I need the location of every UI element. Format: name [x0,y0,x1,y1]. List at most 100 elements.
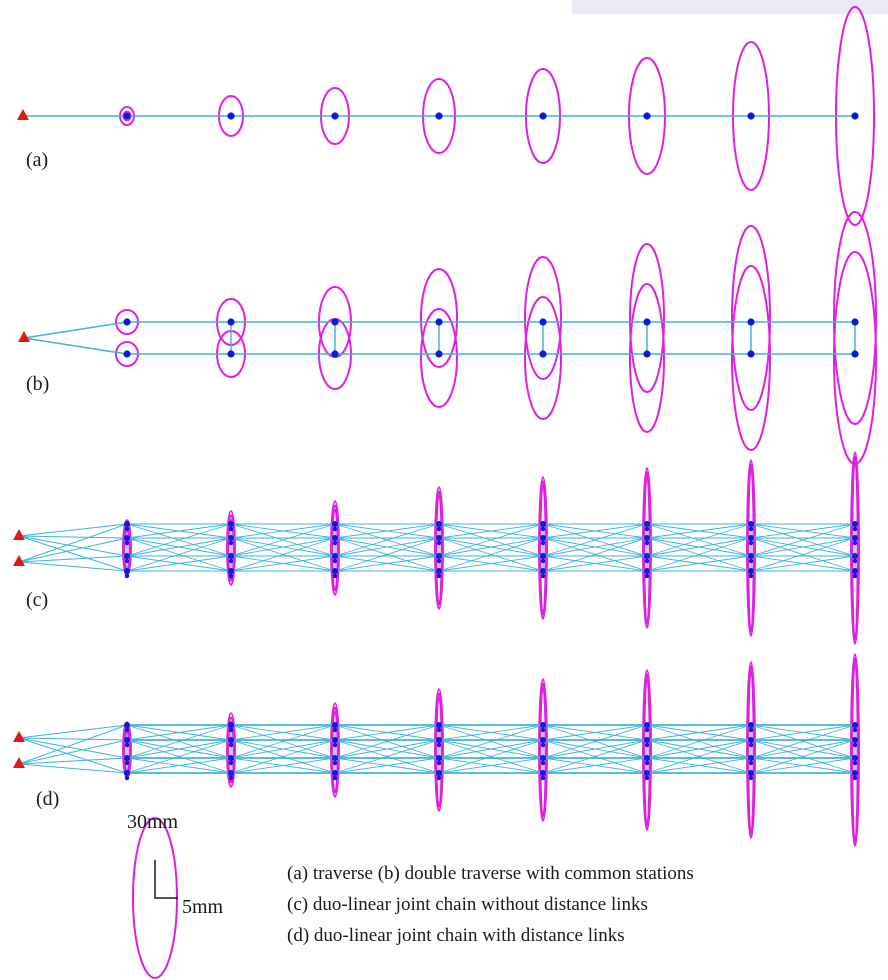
error-ellipse-icon [524,296,562,420]
station-icon [332,760,338,766]
station-icon [748,540,754,546]
legend: (a) traverse (b) double traverse with co… [287,863,694,946]
station-icon [436,755,442,761]
cross-link-line [750,739,856,759]
connection-line [18,724,128,739]
station-icon [851,112,859,120]
station-icon [436,535,442,541]
cross-link-line [438,523,544,539]
connection-line [18,724,128,765]
station-icon [644,526,650,532]
station-icon [852,526,858,532]
station-icon [852,775,858,781]
station-icon [124,540,130,546]
station-icon [852,553,858,559]
cross-link-line [750,724,856,741]
station-icon [124,521,130,527]
station-icon [540,760,546,766]
station-icon [748,573,754,579]
station-icon [124,742,130,748]
station-icon [228,737,234,743]
station-icon [436,573,442,579]
station-icon [124,722,130,728]
cross-link-line [230,555,336,572]
cross-link-line [542,537,648,557]
connection-line [18,739,128,765]
station-icon [852,770,858,776]
cross-link-line [542,555,648,572]
cross-link-line [438,739,544,774]
cross-link-line [334,523,440,539]
connection-line [18,523,128,537]
cross-link-line [542,724,648,759]
connection-line [18,737,128,759]
cross-link-line [230,739,336,759]
cross-link-line [646,724,752,741]
cross-link-line [334,555,440,572]
connection-line [18,561,128,572]
station-icon [436,770,442,776]
cross-link-line [438,739,544,759]
cross-link-line [542,537,648,572]
station-icon [435,112,443,120]
error-ellipse-icon [227,518,235,582]
station-icon [540,568,546,574]
station-icon [747,350,755,358]
cross-link-line [126,739,232,774]
connection-line [18,555,128,563]
station-icon [851,318,859,326]
station-icon [644,755,650,761]
error-ellipse-icon [851,661,859,843]
legend-line-1: (a) traverse (b) double traverse with co… [287,863,694,884]
cross-link-line [646,537,752,572]
station-icon [540,540,546,546]
error-ellipse-icon [833,251,877,465]
cross-link-line [230,523,336,539]
station-icon [852,558,858,564]
station-icon [643,318,651,326]
error-ellipse-icon [420,308,458,408]
station-icon [332,775,338,781]
station-icon [852,755,858,761]
cross-link-line [438,724,544,759]
station-icon [228,755,234,761]
station-icon [539,318,547,326]
cross-link-line [750,739,856,774]
station-icon [436,558,442,564]
station-icon [124,558,130,564]
station-icon [123,350,131,358]
error-ellipse-icon [227,720,235,784]
cross-link-line [230,537,336,572]
error-ellipse-icon [747,467,755,633]
cross-link-line [750,523,856,539]
cross-link-line [126,537,232,557]
station-icon [644,573,650,579]
cross-link-line [438,757,544,774]
cross-link-line [542,523,648,539]
station-icon [436,540,442,546]
station-icon [436,737,442,743]
station-icon [748,526,754,532]
cross-link-line [230,739,336,774]
station-icon [227,318,235,326]
station-icon [748,722,754,728]
error-ellipse-icon [643,475,651,625]
station-icon [539,112,547,120]
station-icon [124,755,130,761]
station-icon [124,568,130,574]
scale-key: 30mm 5mm [127,811,224,979]
cross-link-line [646,523,752,557]
station-icon [852,742,858,748]
cross-link-line [750,523,856,557]
error-ellipse-icon [539,686,547,818]
cross-link-line [334,724,440,741]
error-ellipse-icon [331,508,339,592]
station-icon [540,553,546,559]
station-icon [332,521,338,527]
station-icon [332,535,338,541]
cross-link-line [438,724,544,741]
station-icon [644,737,650,743]
error-ellipse-icon [629,283,665,433]
panel-label-d: (d) [36,788,59,810]
